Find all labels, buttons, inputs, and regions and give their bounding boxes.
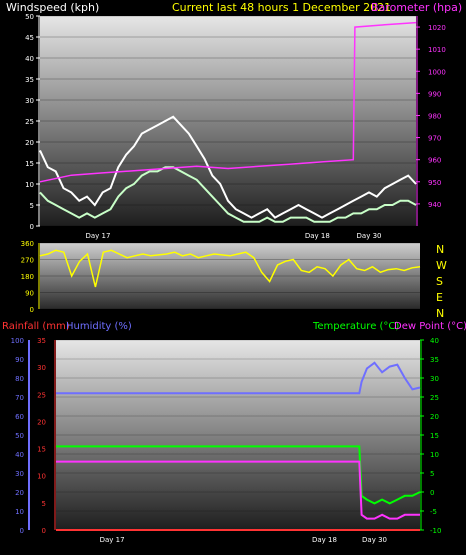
direction-line [39, 249, 421, 288]
barometer-tick-label: 990 [428, 90, 441, 98]
rain-tick-label: 15 [37, 446, 46, 454]
barometer-tick-label: 940 [428, 201, 441, 209]
direction-series [39, 249, 421, 288]
temp-series-line-1 [56, 361, 421, 395]
humidity-axis-title: Humidity (%) [66, 321, 132, 332]
barometer-tick-label: 1000 [428, 68, 446, 76]
barometer-tick-label: 950 [428, 179, 441, 187]
compass-label: N [436, 243, 444, 256]
wind-axis: 0 5 10 15 20 25 30 35 40 45 50 [25, 13, 40, 231]
temp-tick-label: 0 [430, 489, 434, 497]
compass-label: W [436, 259, 447, 272]
temp-plot-area [56, 340, 420, 530]
wind-x-ticks: Day 17 Day 18 Day 30 [85, 232, 381, 240]
humidity-tick-label: 70 [15, 394, 24, 402]
rain-tick-label: 35 [37, 337, 46, 345]
direction-grid [40, 242, 420, 310]
wind-tick-label: 10 [25, 181, 34, 189]
humidity-tick-label: 40 [15, 451, 24, 459]
temp-x-tick-label: Day 17 [100, 536, 125, 544]
wind-tick-label: 5 [30, 202, 34, 210]
rain-tick-label: 10 [37, 473, 46, 481]
series-line-0 [39, 115, 417, 219]
wind-tick-label: 50 [25, 13, 34, 21]
barometer-axis: 940 950 960 970 980 990 1000 1010 1020 [416, 16, 446, 226]
series-line-2 [39, 21, 417, 183]
rain-tick-label: 0 [42, 527, 46, 535]
direction-tick-label: 360 [21, 240, 34, 248]
temp-tick-label: 25 [430, 394, 439, 402]
humidity-tick-label: 20 [15, 489, 24, 497]
humidity-tick-label: 10 [15, 508, 24, 516]
rain-tick-label: 25 [37, 391, 46, 399]
direction-tick-label: 0 [30, 306, 34, 314]
compass-label: S [436, 275, 443, 288]
direction-tick-label: 180 [21, 273, 34, 281]
x-tick-label: Day 30 [357, 232, 382, 240]
barometer-axis-title: Barometer (hpa) [371, 1, 462, 14]
wind-tick-label: 15 [25, 160, 34, 168]
temp-x-tick-label: Day 30 [362, 536, 387, 544]
wind-tick-label: 20 [25, 139, 34, 147]
direction-tick-label: 90 [25, 290, 34, 298]
temp-tick-label: 5 [430, 470, 434, 478]
barometer-tick-label: 1010 [428, 46, 446, 54]
series-line-1 [39, 166, 417, 223]
temp-tick-label: 30 [430, 375, 439, 383]
wind-series [39, 21, 417, 223]
rain-axis-title: Rainfall (mm) [2, 321, 70, 332]
temp-x-tick-label: Day 18 [312, 536, 337, 544]
compass-label: E [436, 291, 443, 304]
chart-title: Current last 48 hours 1 December 2021 [172, 1, 391, 14]
humidity-tick-label: 60 [15, 413, 24, 421]
humidity-tick-label: 90 [15, 356, 24, 364]
wind-tick-label: 30 [25, 97, 34, 105]
rain-tick-label: 30 [37, 364, 46, 372]
wind-grid [40, 15, 416, 227]
humidity-tick-label: 50 [15, 432, 24, 440]
rain-tick-label: 5 [42, 500, 46, 508]
wind-axis-title: Windspeed (kph) [6, 1, 99, 14]
temp-tick-label: 15 [430, 432, 439, 440]
barometer-tick-label: 960 [428, 157, 441, 165]
humidity-tick-label: 100 [11, 337, 24, 345]
barometer-tick-label: 970 [428, 135, 441, 143]
x-tick-label: Day 18 [305, 232, 330, 240]
temp-x-ticks: Day 17 Day 18 Day 30 [100, 536, 387, 544]
compass-label: N [436, 307, 444, 320]
wind-tick-label: 25 [25, 118, 34, 126]
temp-tick-label: 20 [430, 413, 439, 421]
humidity-tick-label: 30 [15, 470, 24, 478]
temp-tick-label: -10 [430, 527, 441, 535]
humidity-tick-label: 80 [15, 375, 24, 383]
wind-tick-label: 45 [25, 34, 34, 42]
temp-series-line-3 [56, 460, 420, 520]
wind-tick-label: 0 [30, 223, 34, 231]
temp-series [56, 361, 421, 531]
temp-tick-label: 35 [430, 356, 439, 364]
temp-tick-label: 10 [430, 451, 439, 459]
wind-tick-label: 40 [25, 55, 34, 63]
temp-axes: 010203040506070809010005101520253035-10-… [11, 337, 442, 535]
humidity-tick-label: 0 [20, 527, 24, 535]
wind-tick-label: 35 [25, 76, 34, 84]
direction-axis: 0 90 180 270 360 [21, 240, 40, 314]
temperature-axis-title: Temperature (°C) [312, 321, 399, 332]
barometer-tick-label: 1020 [428, 24, 446, 32]
rain-tick-label: 20 [37, 418, 46, 426]
temp-tick-label: -5 [430, 508, 437, 516]
barometer-tick-label: 980 [428, 112, 441, 120]
temp-tick-label: 40 [430, 337, 439, 345]
dewpoint-axis-title: Dew Point (°C) [394, 321, 466, 332]
direction-tick-label: 270 [21, 257, 34, 265]
x-tick-label: Day 17 [85, 232, 110, 240]
